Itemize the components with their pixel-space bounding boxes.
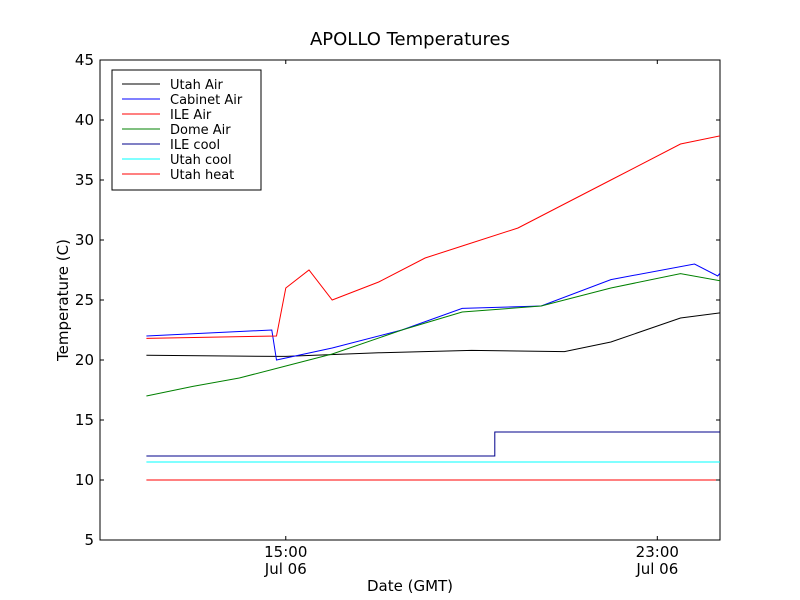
x-tick-time-label: 23:00 bbox=[636, 543, 679, 561]
legend-label-utah-heat: Utah heat bbox=[170, 168, 234, 183]
series-line-ile-cool bbox=[146, 431, 720, 457]
y-tick-label: 40 bbox=[75, 111, 94, 129]
y-tick-label: 15 bbox=[75, 411, 94, 429]
series-line-dome-air bbox=[146, 273, 720, 397]
y-axis-label: Temperature (C) bbox=[54, 239, 72, 362]
y-tick-label: 5 bbox=[84, 531, 94, 549]
y-tick-label: 20 bbox=[75, 351, 94, 369]
series-line-cabinet-air bbox=[146, 263, 720, 361]
y-tick-label: 25 bbox=[75, 291, 94, 309]
chart-title: APOLLO Temperatures bbox=[310, 29, 510, 50]
legend-box bbox=[111, 69, 262, 191]
legend-label-dome-air: Dome Air bbox=[170, 123, 231, 138]
y-axis-ticks: 5 10 15 20 25 30 35 40 45 bbox=[75, 51, 720, 549]
series-layer bbox=[146, 135, 720, 481]
y-tick-label: 10 bbox=[75, 471, 94, 489]
series-line-utah-air bbox=[146, 312, 720, 357]
x-tick-time-label: 15:00 bbox=[264, 543, 307, 561]
legend-label-ile-cool: ILE cool bbox=[170, 138, 220, 153]
x-tick-date-label: Jul 06 bbox=[264, 560, 307, 578]
y-tick-label: 30 bbox=[75, 231, 94, 249]
y-tick-label: 35 bbox=[75, 171, 94, 189]
series-line-ile-air bbox=[146, 135, 720, 339]
legend-label-utah-air: Utah Air bbox=[170, 78, 223, 93]
x-tick-date-label: Jul 06 bbox=[635, 560, 678, 578]
legend-label-ile-air: ILE Air bbox=[170, 108, 212, 123]
x-axis-label: Date (GMT) bbox=[367, 577, 453, 595]
legend-label-utah-cool: Utah cool bbox=[170, 153, 232, 168]
legend-label-cabinet-air: Cabinet Air bbox=[170, 93, 243, 108]
y-tick-label: 45 bbox=[75, 51, 94, 69]
